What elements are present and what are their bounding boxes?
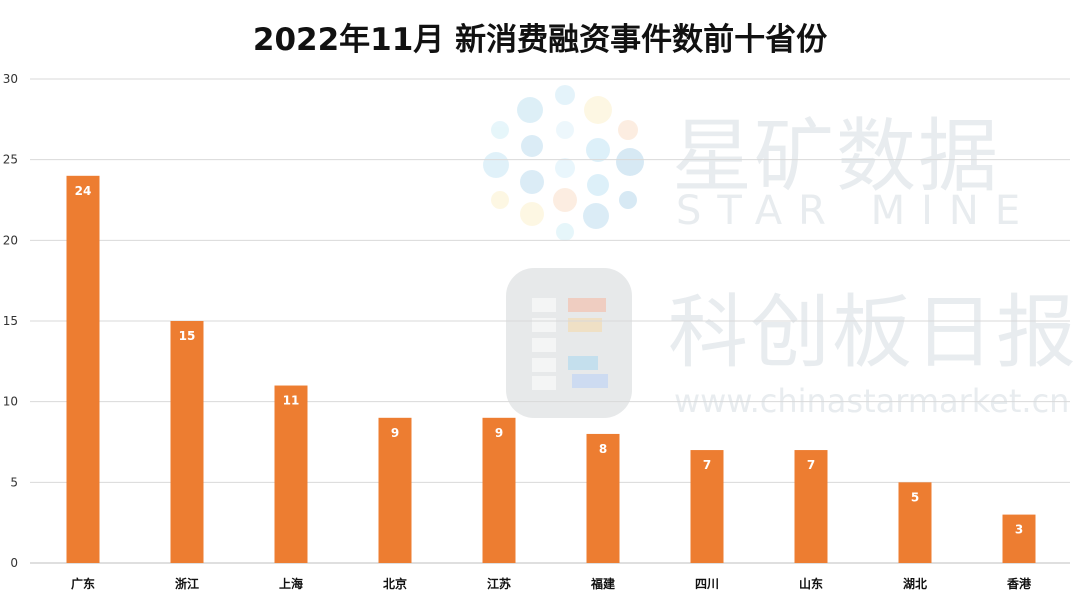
- y-axis-tick-labels: 0 5 10 15 20 25 30: [3, 72, 18, 570]
- x-tick-label: 浙江: [175, 576, 199, 591]
- y-tick-label: 0: [10, 556, 18, 570]
- x-tick-label: 上海: [279, 576, 303, 591]
- bar-3: [378, 417, 412, 563]
- bar-6: [690, 450, 724, 563]
- data-label: 3: [1015, 523, 1023, 537]
- x-tick-label: 香港: [1006, 576, 1032, 591]
- data-label: 15: [179, 329, 196, 343]
- y-tick-label: 15: [3, 314, 18, 328]
- bar-2: [274, 385, 308, 563]
- bar-1: [170, 321, 204, 563]
- x-tick-label: 北京: [383, 576, 407, 591]
- x-tick-label: 山东: [799, 576, 823, 591]
- data-label: 5: [911, 490, 919, 504]
- watermark-brand-en: STAR MINE: [676, 188, 1037, 234]
- bar-8: [898, 482, 932, 563]
- x-tick-label: 广东: [71, 576, 95, 591]
- data-label: 8: [599, 442, 607, 456]
- x-tick-label: 四川: [695, 577, 719, 591]
- bar-4: [482, 417, 516, 563]
- x-tick-label: 江苏: [487, 576, 511, 591]
- data-label: 11: [283, 394, 300, 408]
- watermark-brand-cn: 星矿数据: [672, 110, 1000, 203]
- chart-title: 2022年11月 新消费融资事件数前十省份: [252, 22, 828, 58]
- data-label: 9: [495, 426, 503, 440]
- bars: [66, 175, 1036, 564]
- y-tick-label: 10: [3, 395, 18, 409]
- y-tick-label: 25: [3, 153, 18, 167]
- bar-7: [794, 450, 828, 563]
- y-tick-label: 20: [3, 233, 18, 247]
- watermark-url: www.chinastarmarket.cn: [674, 382, 1070, 420]
- watermark-brand2-cn: 科创板日报: [668, 286, 1078, 379]
- x-axis-tick-labels: 广东 浙江 上海 北京 江苏 福建 四川 山东 湖北 香港: [71, 576, 1032, 591]
- data-label: 9: [391, 426, 399, 440]
- data-label: 7: [703, 458, 711, 472]
- y-tick-label: 5: [10, 475, 18, 489]
- bar-9: [1002, 514, 1036, 563]
- y-tick-label: 30: [3, 72, 18, 86]
- bar-0: [66, 175, 100, 564]
- bar-5: [586, 433, 620, 563]
- x-tick-label: 福建: [590, 576, 616, 591]
- data-label: 7: [807, 458, 815, 472]
- x-tick-label: 湖北: [903, 576, 927, 591]
- data-labels: 24 15 11 9 9 8 7 7 5 3: [75, 184, 1024, 537]
- data-label: 24: [75, 184, 92, 198]
